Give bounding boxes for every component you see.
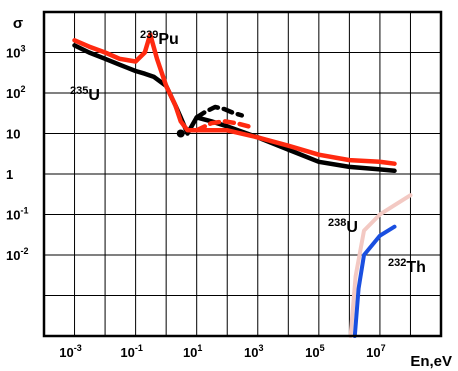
y-tick-label: 103 — [6, 44, 25, 61]
y-tick-label: 10-1 — [6, 206, 28, 223]
x-axis-title: En,eV — [410, 353, 452, 370]
series-label-232th: 232Th — [388, 257, 426, 276]
plot-frame — [42, 10, 443, 338]
curves — [72, 32, 413, 338]
series-line-239pu-dashed — [194, 119, 251, 133]
series-line-235u — [72, 43, 397, 174]
series-label-235u: 235U — [70, 85, 100, 104]
y-tick-label: 10-2 — [6, 246, 28, 263]
x-tick-label: 105 — [305, 343, 324, 360]
y-tick-label: 102 — [6, 84, 25, 101]
y-tick-label: 10 — [6, 127, 20, 142]
series-label-238u: 238U — [328, 217, 358, 236]
series-line-232th — [352, 224, 397, 338]
x-tick-label: 101 — [183, 343, 202, 360]
x-tick-label: 10-3 — [59, 343, 81, 360]
data-point-marker — [176, 129, 185, 138]
series-line-239pu — [72, 32, 397, 166]
x-tick-label: 107 — [366, 343, 385, 360]
series-line-235u-dashed — [194, 104, 245, 120]
x-tick-label: 103 — [244, 343, 263, 360]
series-label-239pu: 239Pu — [140, 29, 179, 48]
series-line-238u — [348, 193, 413, 338]
x-tick-label: 10-1 — [120, 343, 142, 360]
y-tick-label: 1 — [6, 167, 13, 182]
y-axis-title: σ — [13, 15, 23, 32]
